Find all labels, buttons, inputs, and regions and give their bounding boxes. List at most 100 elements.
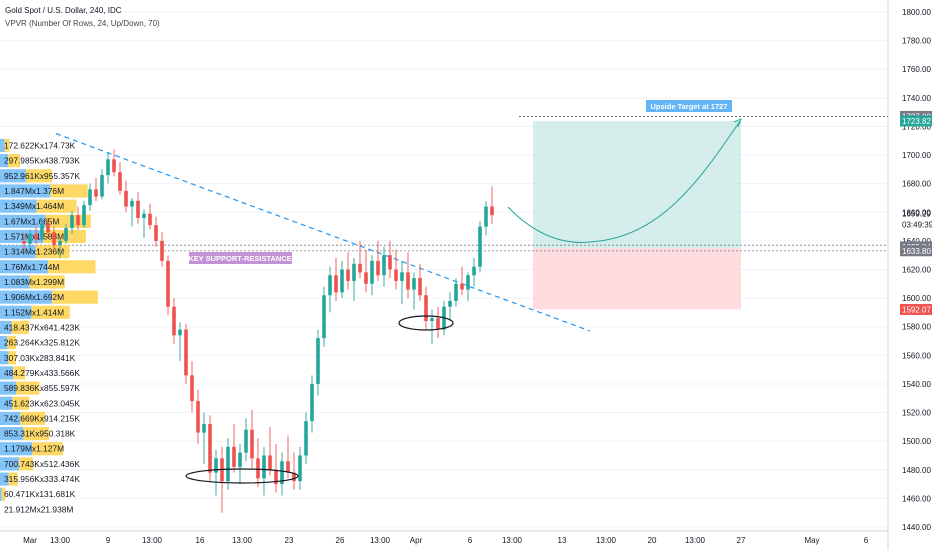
candle-body[interactable] xyxy=(100,175,104,197)
candle-body[interactable] xyxy=(166,260,170,307)
candle-body[interactable] xyxy=(196,401,200,433)
candle-body[interactable] xyxy=(484,206,488,227)
candle-body[interactable] xyxy=(322,295,326,339)
candle-body[interactable] xyxy=(82,205,86,226)
candle-body[interactable] xyxy=(334,275,338,293)
volume-bar-down xyxy=(8,351,17,365)
candle-body[interactable] xyxy=(412,278,416,290)
candle-body[interactable] xyxy=(328,275,332,296)
candle-body[interactable] xyxy=(148,213,152,226)
candle-body[interactable] xyxy=(388,255,392,270)
candle-body[interactable] xyxy=(274,469,278,485)
candle-body[interactable] xyxy=(76,215,80,226)
candle-body[interactable] xyxy=(244,429,248,453)
candle-body[interactable] xyxy=(286,461,290,473)
candle-body[interactable] xyxy=(250,429,254,459)
candle-body[interactable] xyxy=(160,240,164,261)
projection-curve xyxy=(507,120,741,243)
y-tick-label: 1740.00 xyxy=(902,94,931,103)
y-tick-label: 1780.00 xyxy=(902,37,931,46)
candle-body[interactable] xyxy=(46,223,50,233)
indicator-legend[interactable]: VPVR (Number Of Rows, 24, Up/Down, 70) xyxy=(5,19,160,28)
volume-profile-label: 21.912Mx21.938M xyxy=(4,504,73,514)
candle-body[interactable] xyxy=(172,306,176,336)
candle-body[interactable] xyxy=(394,269,398,281)
candle-body[interactable] xyxy=(382,255,386,276)
candle-body[interactable] xyxy=(232,446,236,467)
candle-body[interactable] xyxy=(418,278,422,296)
candle-body[interactable] xyxy=(34,233,38,240)
candle-body[interactable] xyxy=(376,260,380,276)
candle-body[interactable] xyxy=(424,295,428,321)
candle-body[interactable] xyxy=(346,269,350,281)
candle-body[interactable] xyxy=(304,421,308,456)
candle-body[interactable] xyxy=(352,263,356,281)
candle-body[interactable] xyxy=(88,189,92,206)
candle-body[interactable] xyxy=(208,424,212,473)
candle-body[interactable] xyxy=(184,329,188,376)
candle-body[interactable] xyxy=(70,215,74,229)
candle-body[interactable] xyxy=(472,266,476,276)
candle-body[interactable] xyxy=(406,272,410,290)
candle-body[interactable] xyxy=(58,240,62,246)
candle-body[interactable] xyxy=(22,240,26,244)
candle-body[interactable] xyxy=(238,452,242,467)
candle-body[interactable] xyxy=(226,446,230,482)
volume-bar-down xyxy=(36,199,77,213)
candle-body[interactable] xyxy=(454,283,458,301)
target-zone xyxy=(533,120,741,249)
candle-body[interactable] xyxy=(64,228,68,241)
candle-body[interactable] xyxy=(460,283,464,290)
candle-body[interactable] xyxy=(358,263,362,273)
candle-body[interactable] xyxy=(268,455,272,470)
candle-body[interactable] xyxy=(28,233,32,244)
candle-body[interactable] xyxy=(262,455,266,479)
candle-body[interactable] xyxy=(280,461,284,485)
candle-body[interactable] xyxy=(256,458,260,479)
candle-body[interactable] xyxy=(316,338,320,384)
candle-body[interactable] xyxy=(490,206,494,216)
candle-body[interactable] xyxy=(214,458,218,473)
volume-profile-label: 307.03Kx283.841K xyxy=(4,353,76,363)
volume-bar-down xyxy=(16,381,40,395)
candle-body[interactable] xyxy=(364,272,368,284)
candle-body[interactable] xyxy=(142,213,146,218)
volume-bar-up xyxy=(0,411,21,426)
candle-body[interactable] xyxy=(40,223,44,240)
candle-body[interactable] xyxy=(430,318,434,321)
candle-body[interactable] xyxy=(130,200,134,207)
volume-bar-up xyxy=(0,487,2,501)
candle-body[interactable] xyxy=(478,226,482,267)
x-tick-label: 13:00 xyxy=(142,536,163,545)
symbol-title[interactable]: Gold Spot / U.S. Dollar, 240, IDC xyxy=(5,6,122,15)
candle-body[interactable] xyxy=(52,232,56,246)
candle-body[interactable] xyxy=(340,269,344,293)
volume-bar-up xyxy=(0,320,12,335)
candle-body[interactable] xyxy=(124,190,128,207)
candle-body[interactable] xyxy=(136,200,140,218)
volume-bar-up xyxy=(0,472,9,486)
candle-body[interactable] xyxy=(436,318,440,330)
candle-body[interactable] xyxy=(310,383,314,422)
volume-bar-up xyxy=(0,199,37,213)
candle-body[interactable] xyxy=(94,189,98,197)
candle-body[interactable] xyxy=(400,272,404,281)
candle-body[interactable] xyxy=(370,260,374,284)
candle-body[interactable] xyxy=(190,375,194,402)
y-tick-label: 1620.00 xyxy=(902,266,931,275)
candle-body[interactable] xyxy=(112,159,116,173)
candle-body[interactable] xyxy=(178,329,182,336)
candle-body[interactable] xyxy=(154,225,158,241)
candle-body[interactable] xyxy=(202,424,206,433)
candle-body[interactable] xyxy=(118,172,122,191)
volume-bar-up xyxy=(0,396,13,410)
candle-body[interactable] xyxy=(466,275,470,290)
candle-body[interactable] xyxy=(292,472,296,482)
candle-body[interactable] xyxy=(298,455,302,482)
volume-bar-down xyxy=(19,457,34,471)
volume-profile-label: 484.279Kx433.566K xyxy=(4,368,80,378)
candle-body[interactable] xyxy=(448,300,452,307)
candle-body[interactable] xyxy=(106,159,110,176)
